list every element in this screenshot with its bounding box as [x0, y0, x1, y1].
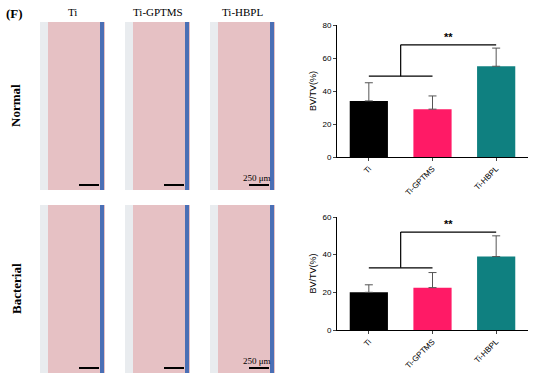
svg-text:Ti-HBPL: Ti-HBPL: [473, 164, 501, 192]
svg-text:Ti-HBPL: Ti-HBPL: [473, 337, 501, 365]
svg-text:Bacterial: Bacterial: [9, 263, 24, 314]
svg-text:0: 0: [327, 326, 332, 335]
svg-text:0: 0: [327, 153, 332, 162]
svg-text:250 μm: 250 μm: [243, 356, 271, 366]
svg-text:BV/TV(%): BV/TV(%): [308, 253, 318, 293]
svg-text:40: 40: [322, 87, 331, 96]
svg-text:BV/TV(%): BV/TV(%): [308, 71, 318, 111]
svg-text:250 μm: 250 μm: [243, 173, 271, 183]
svg-text:Ti: Ti: [362, 164, 373, 175]
svg-text:Ti-GPTMS: Ti-GPTMS: [404, 337, 437, 370]
svg-text:Ti-GPTMS: Ti-GPTMS: [404, 164, 437, 197]
svg-text:40: 40: [322, 250, 331, 259]
svg-text:60: 60: [322, 213, 331, 222]
svg-text:Normal: Normal: [8, 84, 23, 127]
svg-text:20: 20: [322, 120, 331, 129]
svg-text:80: 80: [322, 21, 331, 30]
svg-text:60: 60: [322, 54, 331, 63]
svg-text:**: **: [444, 218, 453, 230]
svg-text:Ti: Ti: [362, 337, 373, 348]
svg-text:Ti: Ti: [68, 6, 77, 18]
svg-text:Ti-GPTMS: Ti-GPTMS: [133, 6, 183, 18]
svg-text:20: 20: [322, 288, 331, 297]
svg-text:(F): (F): [6, 6, 23, 21]
svg-text:**: **: [444, 31, 453, 43]
svg-text:Ti-HBPL: Ti-HBPL: [222, 6, 263, 18]
